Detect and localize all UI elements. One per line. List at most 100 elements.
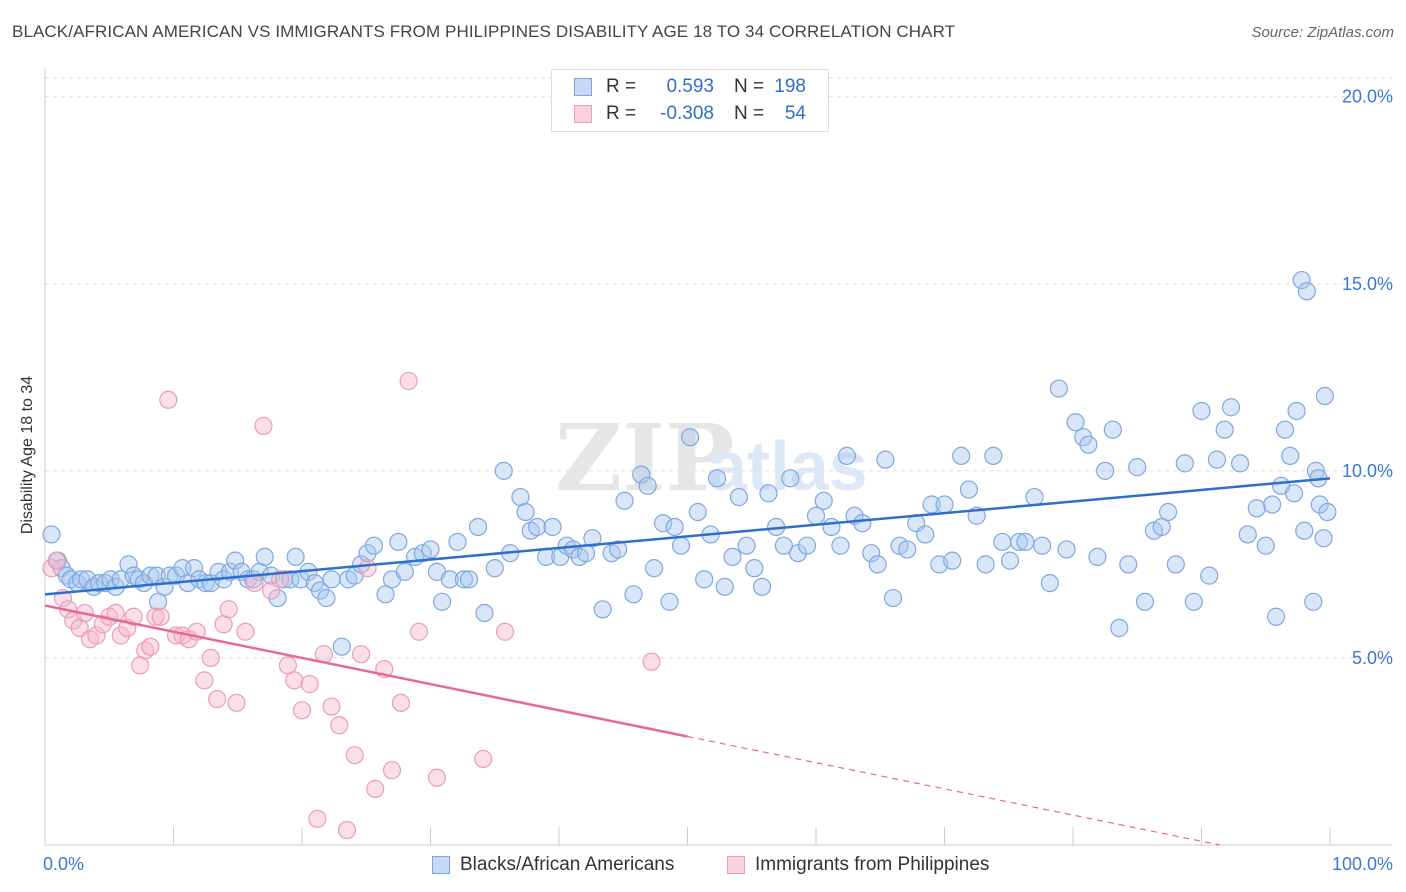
legend-swatch-blue <box>574 78 592 96</box>
point-blacks <box>332 637 351 656</box>
y-tick-label: 5.0% <box>1352 648 1393 668</box>
point-philippines <box>201 648 220 668</box>
axes <box>44 68 1392 846</box>
point-philippines <box>47 551 66 570</box>
point-blacks <box>459 570 479 589</box>
point-blacks <box>680 428 700 447</box>
point-philippines <box>285 671 304 690</box>
point-philippines <box>330 716 349 735</box>
point-philippines <box>366 779 385 798</box>
point-blacks <box>1230 454 1250 473</box>
point-blacks <box>898 540 917 559</box>
point-philippines <box>292 701 312 720</box>
point-blacks <box>1318 502 1337 522</box>
point-blacks <box>1192 401 1211 421</box>
point-blacks <box>715 577 734 596</box>
legend-n-label: N = <box>734 76 765 97</box>
point-blacks <box>1238 525 1257 544</box>
legend-n-value: 198 <box>774 76 806 97</box>
point-philippines <box>322 697 341 716</box>
y-tick-label: 15.0% <box>1342 274 1393 294</box>
point-blacks <box>281 570 300 589</box>
point-blacks <box>1266 607 1286 626</box>
point-blacks <box>665 517 684 537</box>
point-blacks <box>322 570 341 589</box>
point-blacks <box>1287 401 1306 421</box>
point-blacks <box>993 532 1012 552</box>
point-blacks <box>1096 461 1115 480</box>
bottom-legend-label-philippines: Immigrants from Philippines <box>755 854 990 875</box>
point-blacks <box>286 547 305 567</box>
point-blacks <box>723 547 742 567</box>
point-philippines <box>358 559 377 578</box>
point-blacks <box>1215 420 1234 439</box>
legend-row-philippines: R = -0.308 N = 54 <box>574 102 806 126</box>
point-blacks <box>1310 495 1329 514</box>
point-blacks <box>448 532 467 552</box>
watermark-text: atlas <box>708 427 868 505</box>
trend-line-philippines <box>44 604 688 738</box>
point-blacks <box>583 529 602 548</box>
point-blacks <box>1314 529 1333 548</box>
point-blacks <box>119 555 138 574</box>
point-blacks <box>837 446 856 465</box>
point-blacks <box>1263 495 1282 514</box>
point-blacks <box>1103 420 1122 439</box>
point-blacks <box>1200 566 1219 585</box>
point-blacks <box>759 484 778 503</box>
point-philippines <box>219 600 238 619</box>
point-blacks <box>432 592 452 611</box>
tick-labels: 5.0% 10.0% 15.0% 20.0% 0.0% 100.0% <box>43 87 1393 874</box>
point-philippines <box>337 820 357 840</box>
point-philippines <box>474 749 493 769</box>
point-blacks <box>695 570 714 589</box>
point-blacks <box>752 577 772 596</box>
point-blacks <box>1281 446 1300 465</box>
trend-lines <box>44 477 1331 846</box>
point-blacks <box>268 588 287 608</box>
point-blacks <box>688 502 707 522</box>
point-philippines <box>106 603 125 623</box>
point-blacks <box>922 495 941 514</box>
y-tick-label: 20.0% <box>1342 87 1393 107</box>
point-blacks <box>1297 282 1316 301</box>
point-philippines <box>146 607 165 626</box>
point-philippines <box>352 645 371 664</box>
point-blacks <box>42 525 61 544</box>
point-blacks <box>1207 450 1227 469</box>
bottom-legend-blacks: Blacks/African Americans <box>432 853 674 877</box>
point-blacks <box>959 480 979 499</box>
point-blacks <box>358 544 377 563</box>
legend-row-blacks: R = 0.593 N = 198 <box>574 75 806 99</box>
correlation-legend: R = 0.593 N = 198 R = -0.308 N = 54 <box>551 69 829 132</box>
y-tick-label: 10.0% <box>1342 461 1393 481</box>
point-blacks <box>1292 270 1311 290</box>
point-blacks <box>1184 592 1203 611</box>
trend-line-philippines-extension <box>687 735 1220 846</box>
point-blacks <box>543 517 562 537</box>
point-blacks <box>1119 555 1138 574</box>
point-blacks <box>868 555 887 574</box>
point-philippines <box>227 693 246 712</box>
point-blacks <box>1175 454 1194 473</box>
point-philippines <box>300 675 319 694</box>
point-blacks <box>1009 532 1029 552</box>
point-blacks <box>876 450 895 469</box>
point-blacks <box>1088 547 1107 567</box>
point-blacks <box>916 525 935 544</box>
point-blacks <box>389 532 408 552</box>
point-blacks <box>943 551 962 570</box>
point-blacks <box>862 544 881 563</box>
point-philippines <box>382 761 402 780</box>
point-blacks <box>1221 398 1241 417</box>
point-philippines <box>208 689 227 709</box>
point-philippines <box>642 652 661 671</box>
x-tick-label: 100.0% <box>1332 854 1393 874</box>
point-philippines <box>151 607 170 626</box>
point-philippines <box>124 607 143 626</box>
point-blacks <box>78 570 97 589</box>
point-blacks <box>831 536 850 555</box>
point-blacks <box>797 536 817 555</box>
